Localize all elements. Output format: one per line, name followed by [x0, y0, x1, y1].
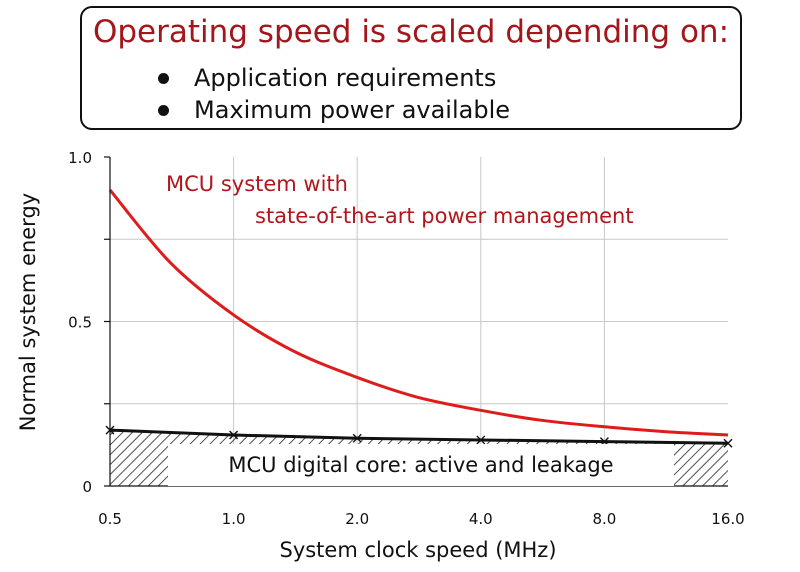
annotation-mcu-system: MCU system with [166, 172, 348, 196]
x-marker [229, 430, 239, 440]
x-tick-label: 0.5 [98, 510, 122, 528]
x-marker [476, 435, 486, 445]
y-tick-labels: 0 0.5 1.0 [68, 149, 92, 496]
x-tick-labels: 0.5 1.0 2.0 4.0 8.0 16.0 [98, 510, 745, 528]
x-marker [352, 433, 362, 443]
x-tick-label: 2.0 [345, 510, 369, 528]
callout-title: Operating speed is scaled depending on: [92, 14, 730, 50]
y-tick-label: 1.0 [68, 149, 92, 167]
callout-bullet-list: Application requirements Maximum power a… [154, 62, 510, 126]
series-lines [108, 188, 729, 445]
series-red-line [108, 188, 729, 437]
x-axis-label: System clock speed (MHz) [279, 538, 557, 562]
series-black-line [109, 428, 729, 445]
x-tick-label: 8.0 [592, 510, 616, 528]
x-tick-label: 4.0 [469, 510, 493, 528]
y-tick-label: 0.5 [68, 314, 92, 332]
annotation-core-label: MCU digital core: active and leakage [168, 444, 674, 486]
bullet-application-requirements: Application requirements [154, 62, 510, 94]
axes [104, 156, 728, 487]
annotation-power-management: state-of-the-art power management [255, 204, 634, 228]
grid [110, 157, 728, 486]
info-callout: Operating speed is scaled depending on: … [80, 6, 742, 130]
bullet-maximum-power: Maximum power available [154, 94, 510, 126]
x-tick-label: 1.0 [222, 510, 246, 528]
y-tick-label: 0 [82, 478, 92, 496]
x-marker [723, 438, 733, 448]
y-axis-label: Normal system energy [16, 192, 40, 432]
x-tick-label: 16.0 [711, 510, 744, 528]
